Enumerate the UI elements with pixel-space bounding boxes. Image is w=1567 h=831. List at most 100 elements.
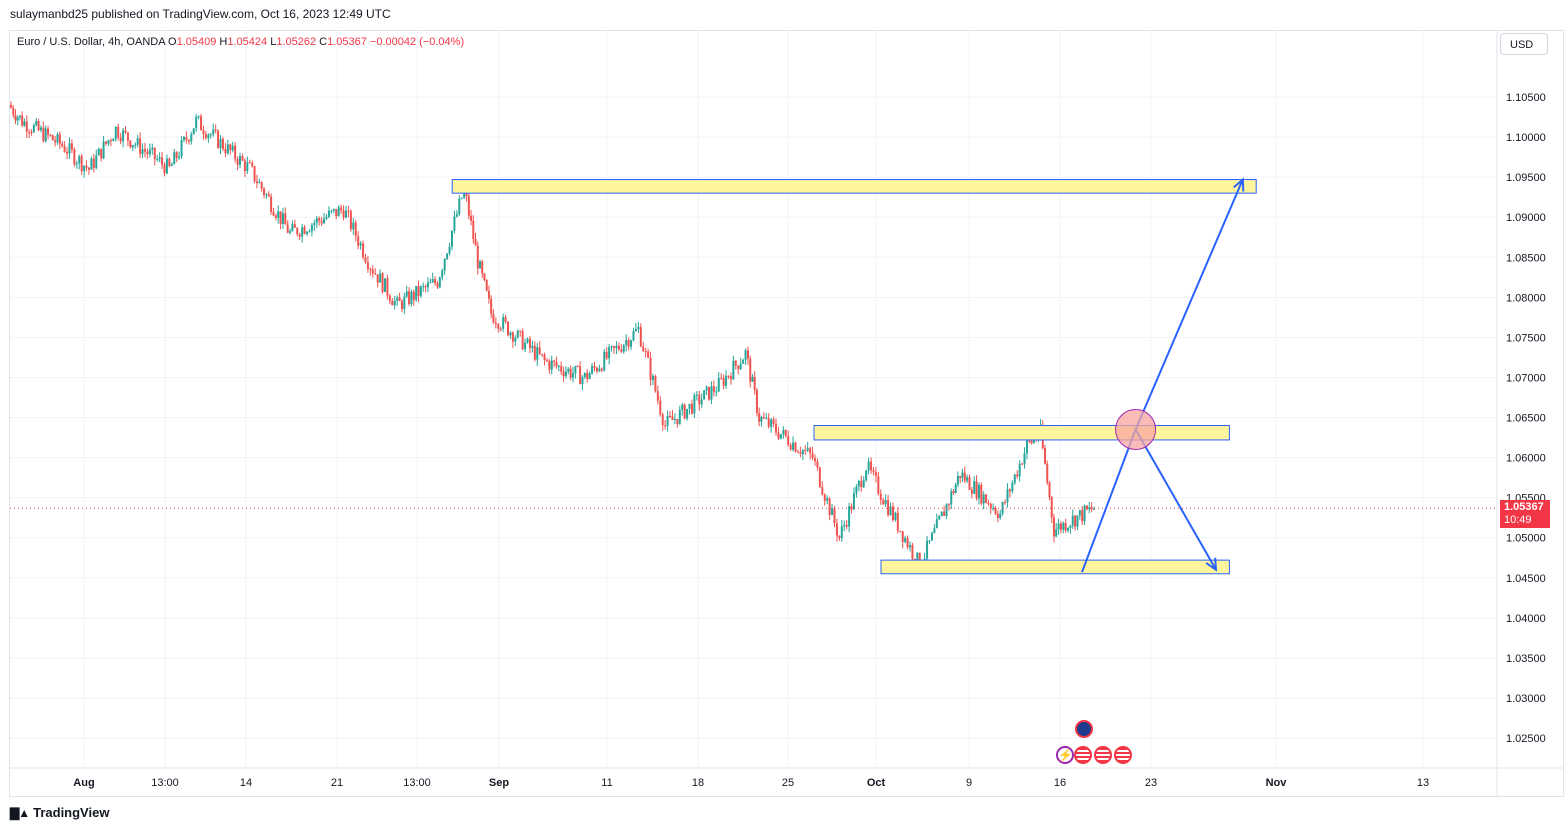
candle-body [30, 131, 33, 133]
candle-body [870, 461, 873, 471]
us-flag-event-icon[interactable] [1114, 746, 1132, 764]
candle-body [996, 513, 999, 519]
candle-body [1016, 474, 1019, 477]
candle-body [620, 349, 623, 352]
candle-body [426, 282, 429, 288]
candle-body [107, 140, 110, 144]
candle-body [298, 234, 301, 237]
currency-selector[interactable]: USD [1500, 33, 1548, 55]
candle-body [872, 470, 875, 472]
candle-body [258, 182, 261, 184]
candle-body [770, 419, 773, 427]
high-value: 1.05424 [227, 36, 268, 48]
x-tick-label: 13 [1417, 777, 1429, 789]
arrowhead-down [1205, 557, 1218, 572]
candle-body [398, 297, 401, 301]
candle-body [514, 337, 517, 342]
candle-body [362, 243, 365, 258]
candle-body [102, 141, 105, 159]
candle-body [966, 477, 969, 481]
last-price-tag: 1.05367 10:49 [1500, 500, 1550, 528]
candle-body [576, 366, 579, 368]
candle-body [100, 148, 103, 159]
us-flag-event-icon[interactable] [1074, 746, 1092, 764]
low-value: 1.05262 [276, 36, 317, 48]
tradingview-footer[interactable]: ▇▲ TradingView [10, 805, 109, 820]
candle-body [129, 140, 132, 148]
candle-body [954, 484, 957, 494]
candle-body [809, 448, 812, 454]
candle-body [671, 416, 674, 420]
candle-body [1023, 453, 1026, 465]
close-value: 1.05367 [327, 36, 367, 48]
publish-info: sulaymanbd25 published on TradingView.co… [10, 7, 391, 21]
candle-body [342, 210, 345, 218]
candle-body [109, 140, 112, 142]
lightning-event-icon[interactable]: ⚡ [1056, 746, 1074, 764]
candle-body [956, 475, 959, 485]
candle-body [1093, 508, 1096, 510]
candle-body [180, 140, 183, 157]
candle-body [593, 366, 596, 368]
candle-body [688, 403, 691, 409]
candle-body [732, 360, 735, 380]
candle-body [705, 386, 708, 391]
resistance-zone-top [451, 179, 1257, 194]
bar-countdown: 10:49 [1504, 514, 1532, 526]
y-tick-label: 1.09000 [1506, 212, 1546, 224]
candle-body [347, 210, 350, 212]
candle-body [114, 126, 117, 140]
candle-body [472, 220, 475, 240]
candle-body [226, 144, 229, 154]
candle-body [758, 413, 761, 422]
candle-body [434, 279, 437, 284]
candle-body [49, 134, 52, 136]
candle-body [494, 322, 497, 325]
candle-body [887, 500, 890, 515]
candle-body [284, 213, 287, 225]
candle-body [992, 508, 995, 510]
candle-body [277, 211, 280, 218]
us-flag-event-icon[interactable] [1094, 746, 1112, 764]
candle-body [753, 376, 756, 390]
candle-body [533, 345, 536, 360]
candle-body [945, 504, 948, 516]
candle-body [136, 138, 139, 145]
candle-body [516, 330, 519, 338]
candle-body [1088, 507, 1091, 510]
candle-body [852, 493, 855, 510]
candle-body [985, 494, 988, 503]
symbol-title[interactable]: Euro / U.S. Dollar, 4h, OANDA [17, 36, 165, 48]
candle-body [310, 224, 313, 232]
candle-body [1021, 463, 1024, 465]
candle-body [80, 156, 83, 172]
candle-body [412, 291, 415, 300]
candle-body [481, 261, 484, 274]
candle-body [267, 194, 270, 197]
candle-body [1052, 517, 1055, 537]
y-tick-label: 1.06500 [1506, 413, 1546, 425]
candle-body [952, 491, 955, 494]
candle-body [490, 298, 493, 314]
y-tick-label: 1.04000 [1506, 613, 1546, 625]
candle-body [405, 291, 408, 297]
candle-body [168, 158, 171, 166]
candle-body [345, 210, 347, 218]
candle-body [151, 147, 154, 150]
candle-body [383, 278, 386, 292]
candle-body [717, 378, 720, 392]
candle-body [12, 107, 15, 115]
candle-body [281, 213, 284, 224]
candle-body [95, 155, 98, 168]
candle-body [424, 286, 427, 288]
candle-body [400, 300, 403, 310]
candle-body [1025, 440, 1028, 454]
eu-flag-event-icon[interactable] [1075, 720, 1093, 738]
candle-body [579, 366, 582, 385]
candle-body [483, 273, 486, 280]
candle-body [170, 164, 173, 166]
candle-body [567, 368, 570, 372]
candle-body [202, 130, 205, 135]
candle-body [811, 453, 814, 459]
